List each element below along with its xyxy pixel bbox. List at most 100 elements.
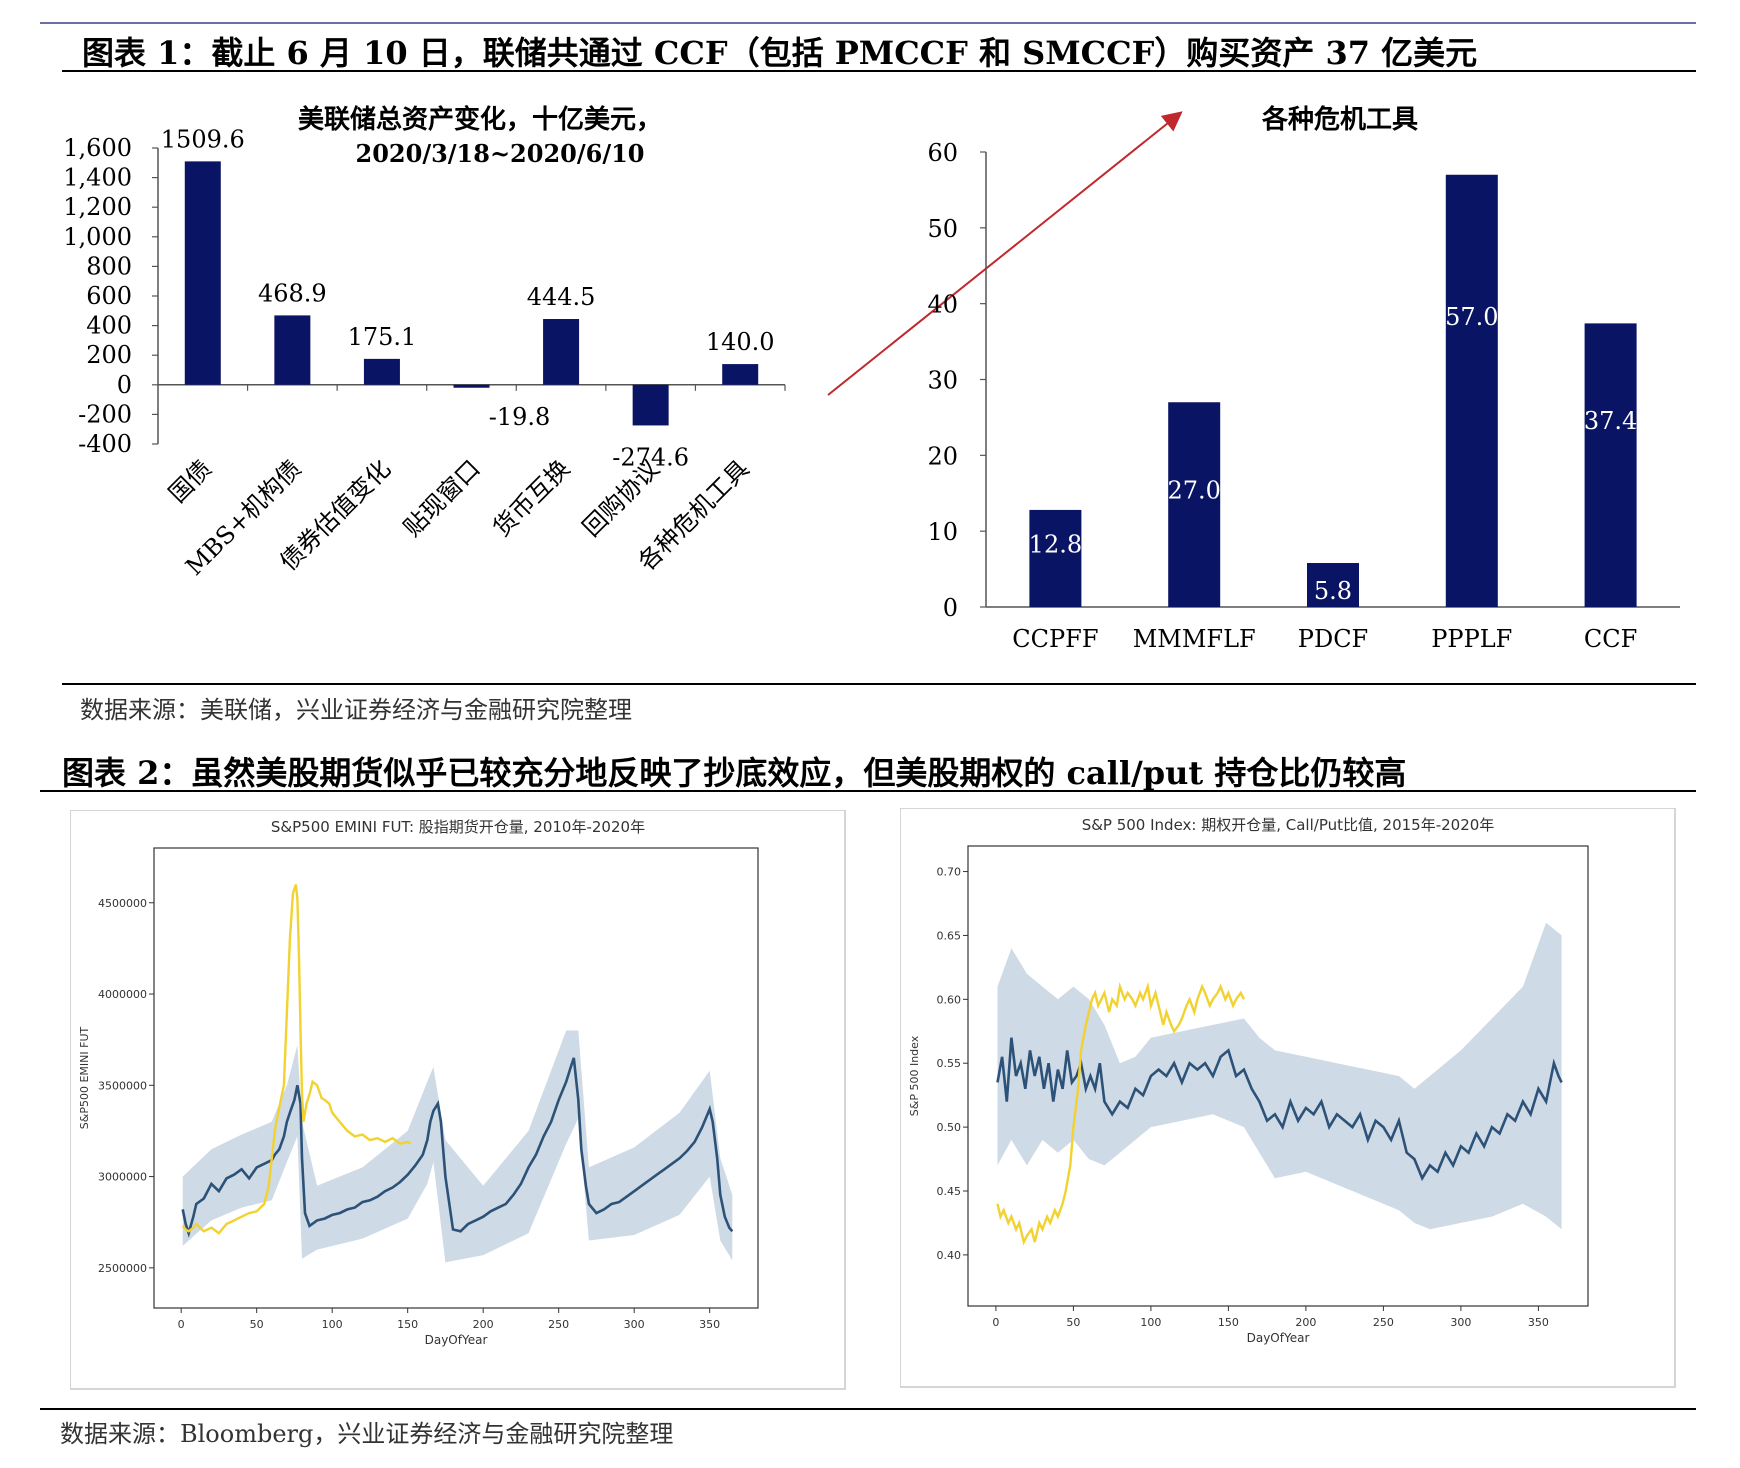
figure2-source: 数据来源：Bloomberg，兴业证券经济与金融研究院整理	[60, 1420, 674, 1448]
chart1-value-label: 1509.6	[161, 125, 245, 153]
chart3-xlabel: DayOfYear	[425, 1333, 488, 1347]
chart3-confidence-band	[182, 1030, 733, 1263]
chart4-ytick-label: 0.40	[937, 1249, 962, 1262]
chart1-bar	[453, 384, 490, 388]
call-put-ratio-chart: S&P 500 Index: 期权开仓量, Call/Put比值, 2015年-…	[900, 808, 1676, 1388]
chart4-title: S&P 500 Index: 期权开仓量, Call/Put比值, 2015年-…	[1082, 816, 1495, 834]
chart2-value-label: 5.8	[1314, 577, 1352, 605]
chart2-bar	[1307, 563, 1359, 607]
chart1-value-label: 140.0	[706, 328, 775, 356]
chart3-2020-line	[181, 884, 412, 1235]
chart4-ytick-label: 0.70	[937, 866, 962, 879]
chart2-category-label: PPPLF	[1431, 625, 1512, 653]
chart3-ylabel: S&P500 EMINI FUT	[78, 1027, 91, 1130]
chart4-xtick-label: 300	[1450, 1316, 1471, 1329]
chart2-ytick-label: 60	[927, 139, 958, 167]
chart1-ytick-label: 1,000	[63, 223, 132, 251]
chart3-title: S&P500 EMINI FUT: 股指期货开仓量, 2010年-2020年	[271, 818, 645, 836]
figure2-title: 图表 2：虽然美股期货似乎已较充分地反映了抄底效应，但美股期权的 call/pu…	[62, 754, 1407, 792]
chart1-value-label: -19.8	[489, 403, 551, 431]
chart2-category-label: MMMFLF	[1133, 625, 1256, 653]
chart4-xtick-label: 150	[1218, 1316, 1239, 1329]
chart4-ytick-label: 0.60	[937, 993, 962, 1006]
chart4-confidence-band	[997, 922, 1562, 1230]
fig1-bottom-rule	[62, 683, 1696, 685]
chart1-bar	[184, 161, 221, 385]
chart1-ytick-label: 200	[86, 341, 132, 369]
chart4-xtick-label: 250	[1373, 1316, 1394, 1329]
chart3-mean-line	[181, 1057, 734, 1238]
chart4-xtick-label: 350	[1528, 1316, 1549, 1329]
chart4-xlabel: DayOfYear	[1247, 1331, 1310, 1345]
chart4-ytick-label: 0.55	[937, 1057, 962, 1070]
chart2-bar	[1168, 402, 1221, 607]
fig2-bottom-rule	[40, 1408, 1696, 1410]
chart2-ytick-label: 0	[943, 594, 958, 622]
emini-open-interest-chart: S&P500 EMINI FUT: 股指期货开仓量, 2010年-2020年 0…	[70, 810, 846, 1390]
chart4-ytick-label: 0.50	[937, 1121, 962, 1134]
chart1-ytick-label: 800	[86, 252, 132, 280]
chart1-bar	[632, 384, 669, 426]
chart3-xtick-label: 350	[699, 1318, 720, 1331]
chart2-value-label: 12.8	[1029, 530, 1082, 558]
chart1-bar	[363, 358, 400, 385]
chart1-bar	[274, 315, 311, 385]
chart4-mean-line	[996, 1037, 1563, 1182]
chart3-ytick-label: 4000000	[98, 988, 147, 1001]
figure1-title: 图表 1：截止 6 月 10 日，联储共通过 CCF（包括 PMCCF 和 SM…	[82, 34, 1478, 72]
chart2-title: 各种危机工具	[1261, 104, 1418, 135]
chart4-ytick-label: 0.65	[937, 929, 962, 942]
chart2-ytick-label: 20	[927, 442, 958, 470]
chart3-ytick-label: 3500000	[98, 1079, 147, 1092]
chart2-ytick-label: 40	[927, 291, 958, 319]
chart4-xtick-label: 200	[1295, 1316, 1316, 1329]
chart3-ytick-label: 4500000	[98, 897, 147, 910]
chart2-value-label: 57.0	[1445, 303, 1498, 331]
chart1-category-label: 货币互换	[488, 454, 576, 542]
chart1-ytick-label: -400	[78, 430, 132, 458]
chart2-category-label: PDCF	[1298, 625, 1368, 653]
chart3-xtick-label: 100	[322, 1318, 343, 1331]
chart2-ytick-label: 10	[927, 518, 958, 546]
chart3-xtick-label: 150	[397, 1318, 418, 1331]
chart4-xtick-label: 100	[1140, 1316, 1161, 1329]
chart1-ytick-label: -200	[78, 400, 132, 428]
chart1-subtitle: 2020/3/18~2020/6/10	[356, 139, 645, 168]
chart4-ytick-label: 0.45	[937, 1185, 962, 1198]
chart1-title: 美联储总资产变化，十亿美元，	[298, 104, 662, 135]
crisis-tools-bar-chart: 各种危机工具 0 10 20 30 40 50 60 12.8 CCPFF 27.0 MMMFLF…	[927, 104, 1680, 653]
chart1-value-label: -274.6	[612, 443, 689, 471]
chart3-xtick-label: 300	[624, 1318, 645, 1331]
chart4-xtick-label: 0	[992, 1316, 999, 1329]
chart2-bar	[1445, 174, 1498, 607]
chart1-bar	[722, 364, 759, 385]
fig1-top-rule	[40, 22, 1696, 24]
chart2-bar	[1029, 509, 1082, 607]
chart1-ytick-label: 600	[86, 282, 132, 310]
chart3-xtick-label: 250	[548, 1318, 569, 1331]
chart1-category-label: 贴现窗口	[398, 454, 486, 542]
chart2-ytick-label: 50	[927, 215, 958, 243]
figure1-source: 数据来源：美联储，兴业证券经济与金融研究院整理	[80, 696, 632, 724]
chart2-value-label: 37.4	[1584, 407, 1637, 435]
chart4-2020-line	[996, 981, 1245, 1246]
chart3-xtick-label: 0	[178, 1318, 185, 1331]
chart1-value-label: 468.9	[258, 279, 327, 307]
chart1-category-label: 国债	[163, 454, 217, 508]
chart2-ytick-label: 30	[927, 367, 958, 395]
chart2-value-label: 27.0	[1167, 477, 1220, 505]
chart1-ytick-label: 400	[86, 312, 132, 340]
chart4-xtick-label: 50	[1066, 1316, 1080, 1329]
total-assets-bar-chart: 美联储总资产变化，十亿美元， 2020/3/18~2020/6/10 -400-…	[63, 104, 786, 581]
chart3-xtick-label: 200	[473, 1318, 494, 1331]
chart2-bar	[1584, 323, 1637, 607]
chart2-category-label: CCPFF	[1012, 625, 1098, 653]
chart1-ytick-label: 1,600	[63, 134, 132, 162]
chart3-xtick-label: 50	[250, 1318, 264, 1331]
fig2-title-rule	[40, 790, 1696, 792]
fig1-title-rule	[62, 70, 1696, 72]
chart3-ytick-label: 3000000	[98, 1171, 147, 1184]
chart4-ylabel: S&P 500 Index	[908, 1035, 921, 1116]
chart1-ytick-label: 1,400	[63, 164, 132, 192]
chart1-value-label: 444.5	[527, 283, 596, 311]
